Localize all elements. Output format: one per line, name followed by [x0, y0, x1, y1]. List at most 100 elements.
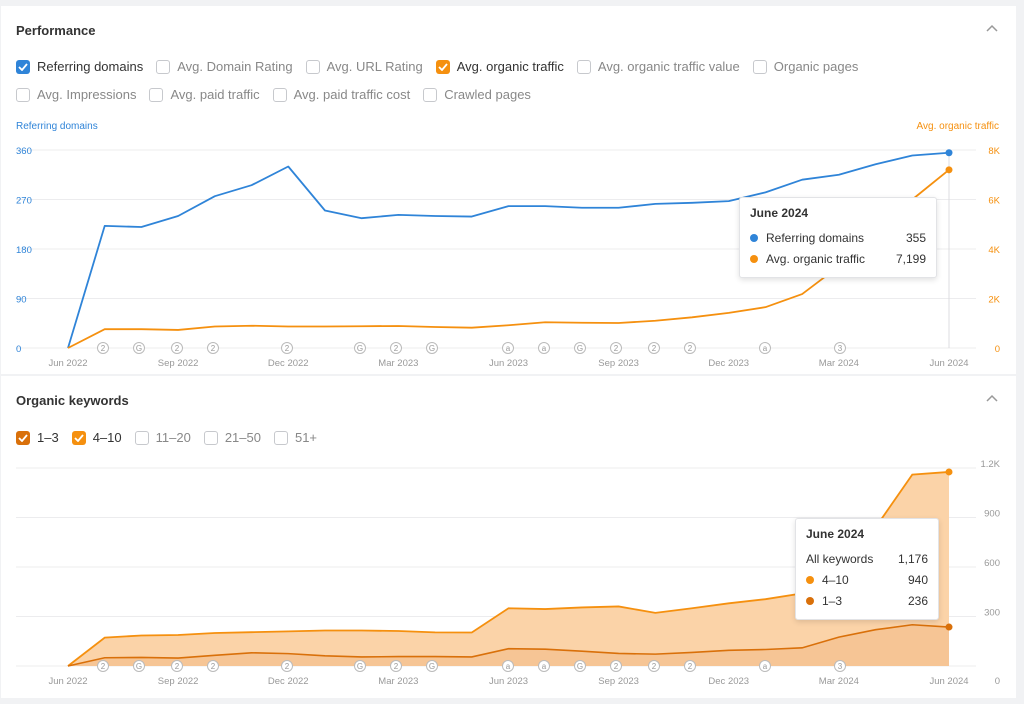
annotation-marker-label: a [763, 662, 768, 671]
x-axis-tick: Sep 2022 [158, 676, 199, 687]
checkbox-referring-domains[interactable]: Referring domains [16, 59, 143, 74]
checkbox-avg-domain-rating[interactable]: Avg. Domain Rating [156, 59, 293, 74]
x-axis-tick: Sep 2022 [158, 358, 199, 369]
annotation-marker[interactable] [171, 342, 183, 354]
series-end-point-referring-domains [945, 149, 953, 157]
series-end-point-1-3 [945, 623, 953, 631]
x-axis-tick: Dec 2022 [268, 676, 309, 687]
annotation-marker[interactable] [97, 342, 109, 354]
annotation-marker-label: G [136, 344, 142, 353]
annotation-marker[interactable] [390, 342, 402, 354]
checkbox-avg-url-rating[interactable]: Avg. URL Rating [305, 59, 423, 74]
annotation-marker-label: 3 [838, 662, 843, 671]
annotation-marker[interactable] [502, 660, 514, 672]
annotation-marker[interactable] [207, 342, 219, 354]
annotation-marker-label: G [136, 662, 142, 671]
x-axis-tick: Dec 2023 [708, 358, 749, 369]
annotation-marker-label: 2 [688, 344, 693, 353]
checkbox-1-3[interactable]: 1–3 [16, 430, 59, 445]
annotation-marker[interactable] [834, 342, 846, 354]
tooltip-value: 940 [907, 572, 928, 587]
checkbox-51[interactable]: 51+ [273, 430, 317, 445]
annotation-marker[interactable] [133, 660, 145, 672]
annotation-marker-label: a [763, 344, 768, 353]
organic-keywords-panel: Organic keywords 1–3 4–10 11–20 21–50 51+ 0 3… [1, 376, 1016, 698]
checkbox-checked-icon [435, 59, 450, 74]
left-axis-tick: 0 [16, 344, 21, 355]
annotation-marker[interactable] [759, 342, 771, 354]
tooltip-label: Avg. organic traffic [766, 251, 865, 266]
annotation-marker-label: 2 [688, 662, 693, 671]
keywords-collapse-button[interactable] [986, 394, 998, 406]
right-axis-tick: 8K [988, 146, 1000, 157]
checkbox-label: Avg. paid traffic [170, 87, 260, 102]
annotation-marker[interactable] [354, 660, 366, 672]
annotation-marker[interactable] [610, 660, 622, 672]
annotation-marker[interactable] [390, 660, 402, 672]
annotation-marker[interactable] [648, 660, 660, 672]
x-axis-tick: Mar 2024 [819, 676, 859, 687]
annotation-marker[interactable] [426, 342, 438, 354]
annotation-marker[interactable] [502, 342, 514, 354]
checkbox-empty-icon [305, 59, 320, 74]
right-axis-tick: 1.2K [980, 459, 1000, 470]
performance-chart[interactable]: 0 90 180 270 360 0 2K 4K 6K 8K Jun 2022 Sep 2022 Dec… [1, 6, 1016, 374]
series-line-referring-domains [67, 151, 950, 349]
checkbox-checked-icon [16, 430, 30, 445]
annotation-marker[interactable] [610, 342, 622, 354]
right-axis-tick: 6K [988, 196, 1000, 207]
checkbox-label: 1–3 [37, 430, 59, 445]
checkbox-avg-organic-traffic[interactable]: Avg. organic traffic [435, 59, 564, 74]
annotation-marker[interactable] [684, 660, 696, 672]
position-1-3-dot [806, 596, 814, 605]
left-axis-tick: 360 [16, 146, 32, 157]
left-axis-tick: 270 [16, 196, 32, 207]
annotation-marker[interactable] [834, 660, 846, 672]
annotation-marker[interactable] [684, 342, 696, 354]
annotation-marker[interactable] [538, 342, 550, 354]
chevron-up-icon [986, 394, 998, 402]
right-axis-tick: 4K [988, 245, 1000, 256]
checkbox-21-50[interactable]: 21–50 [203, 430, 261, 445]
annotation-marker[interactable] [281, 342, 293, 354]
annotation-marker[interactable] [207, 660, 219, 672]
annotation-marker[interactable] [133, 342, 145, 354]
checkbox-4-10[interactable]: 4–10 [71, 430, 122, 445]
tooltip-row-organic-traffic: Avg. organic traffic 7,199 [750, 248, 926, 269]
checkbox-label: Avg. organic traffic value [597, 59, 740, 74]
right-axis-tick: 600 [984, 558, 1000, 569]
checkbox-avg-paid-traffic-cost[interactable]: Avg. paid traffic cost [272, 87, 410, 102]
checkbox-organic-pages[interactable]: Organic pages [752, 59, 858, 74]
annotation-marker[interactable] [97, 660, 109, 672]
right-axis-tick: 0 [995, 344, 1000, 355]
annotation-marker[interactable] [648, 342, 660, 354]
checkbox-11-20[interactable]: 11–20 [134, 430, 191, 445]
annotation-marker[interactable] [171, 660, 183, 672]
tooltip-row-1-3: 1–3 236 [806, 590, 928, 611]
x-axis-tick: Jun 2024 [929, 676, 968, 687]
checkbox-avg-organic-traffic-value[interactable]: Avg. organic traffic value [576, 59, 740, 74]
annotation-marker[interactable] [354, 342, 366, 354]
checkbox-empty-icon [156, 59, 171, 74]
x-axis-tick: Mar 2023 [378, 676, 418, 687]
tooltip-row-referring-domains: Referring domains 355 [750, 227, 926, 248]
checkbox-avg-impressions[interactable]: Avg. Impressions [16, 87, 136, 102]
annotation-marker[interactable] [426, 660, 438, 672]
annotation-marker-label: 2 [211, 344, 216, 353]
x-axis-tick: Sep 2023 [598, 358, 639, 369]
checkbox-avg-paid-traffic[interactable]: Avg. paid traffic [149, 87, 260, 102]
checkbox-crawled-pages[interactable]: Crawled pages [423, 87, 531, 102]
x-axis-tick: Jun 2023 [489, 676, 528, 687]
annotation-marker[interactable] [574, 660, 586, 672]
checkbox-label: Crawled pages [444, 87, 531, 102]
checkbox-empty-icon [272, 87, 287, 102]
annotation-marker[interactable] [538, 660, 550, 672]
left-axis-title: Referring domains [16, 121, 98, 132]
performance-collapse-button[interactable] [986, 24, 998, 36]
annotation-marker[interactable] [281, 660, 293, 672]
checkbox-label: 21–50 [224, 430, 261, 445]
annotation-marker-label: 3 [838, 344, 843, 353]
checkbox-label: Avg. organic traffic [456, 59, 564, 74]
annotation-marker[interactable] [759, 660, 771, 672]
annotation-marker[interactable] [574, 342, 586, 354]
